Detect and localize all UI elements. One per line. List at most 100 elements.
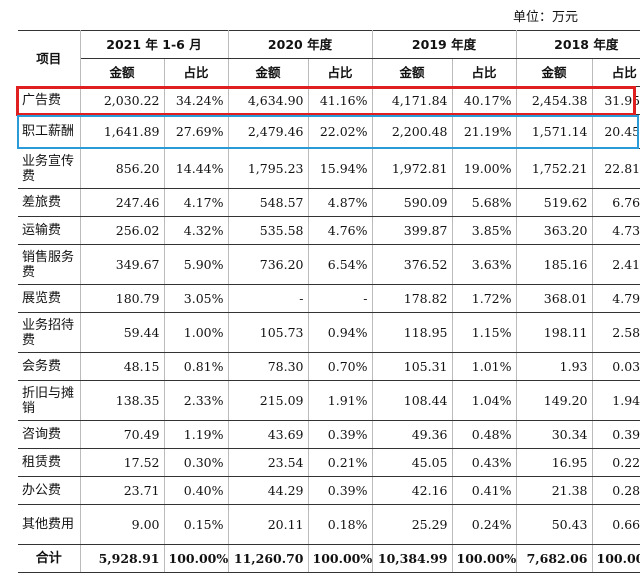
amount-cell: 198.11 <box>515 312 593 353</box>
row-label: 运输费 <box>18 216 81 245</box>
header-ratio: 占比 <box>163 58 229 87</box>
header-period: 2019 年度 <box>371 30 517 59</box>
ratio-cell: 0.70% <box>307 352 373 381</box>
amount-cell: 1,571.14 <box>515 114 593 149</box>
ratio-cell: 0.24% <box>451 504 517 545</box>
ratio-cell: 1.94% <box>591 380 640 421</box>
amount-cell: 43.69 <box>227 420 309 449</box>
row-label: 会务费 <box>18 352 81 381</box>
table-row: 广告费 2,030.22 34.24% 4,634.90 41.16% 4,171.84 4… <box>18 86 640 115</box>
ratio-cell: 0.39% <box>307 420 373 449</box>
ratio-cell: 0.40% <box>163 476 229 505</box>
ratio-cell: 4.73% <box>591 216 640 245</box>
amount-cell: 59.44 <box>79 312 165 353</box>
amount-cell: 21.38 <box>515 476 593 505</box>
ratio-cell: 1.15% <box>451 312 517 353</box>
amount-cell: 5,928.91 <box>79 544 165 573</box>
amount-cell: 376.52 <box>371 244 453 285</box>
ratio-cell: 15.94% <box>307 148 373 189</box>
amount-cell: 1,795.23 <box>227 148 309 189</box>
ratio-cell: 19.00% <box>451 148 517 189</box>
amount-cell: 178.82 <box>371 284 453 313</box>
amount-cell: 1,641.89 <box>79 114 165 149</box>
ratio-cell: 1.72% <box>451 284 517 313</box>
amount-cell: 50.43 <box>515 504 593 545</box>
ratio-cell: 4.76% <box>307 216 373 245</box>
ratio-cell: 0.03% <box>591 352 640 381</box>
selling-expense-table: 项目 2021 年 1-6 月 2020 年度 2019 年度 2018 年度 … <box>18 30 640 573</box>
row-label: 广告费 <box>18 86 81 115</box>
amount-cell: 105.31 <box>371 352 453 381</box>
ratio-cell: 0.21% <box>307 448 373 477</box>
row-label: 咨询费 <box>18 420 81 449</box>
ratio-cell: 4.17% <box>163 188 229 217</box>
amount-cell: 48.15 <box>79 352 165 381</box>
amount-cell: 856.20 <box>79 148 165 189</box>
amount-cell: 78.30 <box>227 352 309 381</box>
table-row: 销售服务费 349.67 5.90% 736.20 6.54% 376.52 3.63% 18… <box>18 244 640 285</box>
amount-cell: 44.29 <box>227 476 309 505</box>
amount-cell: 590.09 <box>371 188 453 217</box>
amount-cell: 736.20 <box>227 244 309 285</box>
ratio-cell: 0.22% <box>591 448 640 477</box>
ratio-cell: 6.54% <box>307 244 373 285</box>
table-row: 会务费 48.15 0.81% 78.30 0.70% 105.31 1.01% 1.93 0.… <box>18 352 640 381</box>
amount-cell: 108.44 <box>371 380 453 421</box>
row-label: 销售服务费 <box>18 244 81 285</box>
ratio-cell: - <box>307 284 373 313</box>
unit-label: 单位：万元 <box>512 10 578 25</box>
header-ratio: 占比 <box>451 58 517 87</box>
ratio-cell: 2.41% <box>591 244 640 285</box>
ratio-cell: 34.24% <box>163 86 229 115</box>
ratio-cell: 4.87% <box>307 188 373 217</box>
ratio-cell: 0.81% <box>163 352 229 381</box>
ratio-cell: 3.05% <box>163 284 229 313</box>
amount-cell: 10,384.99 <box>371 544 453 573</box>
amount-cell: 49.36 <box>371 420 453 449</box>
amount-cell: 519.62 <box>515 188 593 217</box>
ratio-cell: 0.30% <box>163 448 229 477</box>
ratio-cell: 2.58% <box>591 312 640 353</box>
amount-cell: 7,682.06 <box>515 544 593 573</box>
amount-cell: 4,171.84 <box>371 86 453 115</box>
ratio-cell: 0.43% <box>451 448 517 477</box>
amount-cell: 2,479.46 <box>227 114 309 149</box>
ratio-cell: 0.15% <box>163 504 229 545</box>
ratio-cell: 100.00% <box>307 544 373 573</box>
amount-cell: 138.35 <box>79 380 165 421</box>
ratio-cell: 3.85% <box>451 216 517 245</box>
amount-cell: 70.49 <box>79 420 165 449</box>
amount-cell: 247.46 <box>79 188 165 217</box>
ratio-cell: 27.69% <box>163 114 229 149</box>
ratio-cell: 1.91% <box>307 380 373 421</box>
amount-cell: 548.57 <box>227 188 309 217</box>
amount-cell: 17.52 <box>79 448 165 477</box>
table-row: 运输费 256.02 4.32% 535.58 4.76% 399.87 3.85% 363.… <box>18 216 640 245</box>
amount-cell: 42.16 <box>371 476 453 505</box>
ratio-cell: 0.39% <box>591 420 640 449</box>
ratio-cell: 3.63% <box>451 244 517 285</box>
row-label: 租赁费 <box>18 448 81 477</box>
table-row: 职工薪酬 1,641.89 27.69% 2,479.46 22.02% 2,200.48… <box>18 114 640 149</box>
amount-cell: 23.71 <box>79 476 165 505</box>
table-row: 折旧与摊销 138.35 2.33% 215.09 1.91% 108.44 1.04% 14… <box>18 380 640 421</box>
header-row-measures: 金额 占比 金额 占比 金额 占比 金额 占比 <box>18 58 640 87</box>
ratio-cell: 0.41% <box>451 476 517 505</box>
ratio-cell: 5.90% <box>163 244 229 285</box>
amount-cell: - <box>227 284 309 313</box>
ratio-cell: 31.95% <box>591 86 640 115</box>
ratio-cell: 1.19% <box>163 420 229 449</box>
ratio-cell: 21.19% <box>451 114 517 149</box>
ratio-cell: 0.18% <box>307 504 373 545</box>
amount-cell: 180.79 <box>79 284 165 313</box>
table-row: 其他费用 9.00 0.15% 20.11 0.18% 25.29 0.24% 50.43 0.… <box>18 504 640 545</box>
amount-cell: 1,972.81 <box>371 148 453 189</box>
row-label: 合计 <box>18 544 81 573</box>
ratio-cell: 22.81% <box>591 148 640 189</box>
amount-cell: 4,634.90 <box>227 86 309 115</box>
ratio-cell: 0.66% <box>591 504 640 545</box>
ratio-cell: 40.17% <box>451 86 517 115</box>
table-body: 广告费 2,030.22 34.24% 4,634.90 41.16% 4,171.84 4… <box>18 86 640 573</box>
row-label: 办公费 <box>18 476 81 505</box>
